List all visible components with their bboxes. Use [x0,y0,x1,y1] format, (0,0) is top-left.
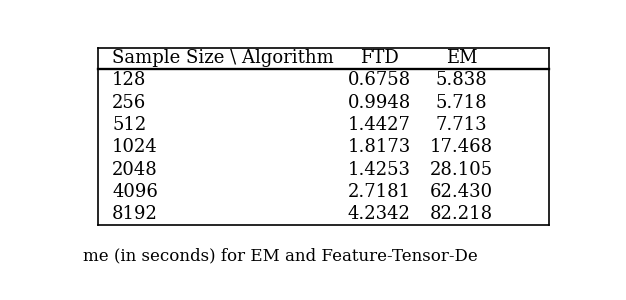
Text: 7.713: 7.713 [436,116,487,134]
Text: 0.9948: 0.9948 [347,94,411,112]
Text: 4096: 4096 [112,183,158,201]
Text: 2048: 2048 [112,160,158,178]
Text: 1024: 1024 [112,138,158,156]
Text: 17.468: 17.468 [430,138,493,156]
Text: 5.718: 5.718 [436,94,487,112]
Text: 28.105: 28.105 [430,160,493,178]
Text: 62.430: 62.430 [430,183,493,201]
Text: 512: 512 [112,116,146,134]
Text: 4.2342: 4.2342 [347,205,411,223]
Text: me (in seconds) for EM and Feature-Tensor-De: me (in seconds) for EM and Feature-Tenso… [83,248,478,265]
Text: EM: EM [446,49,477,67]
Text: 5.838: 5.838 [436,71,488,89]
Text: 0.6758: 0.6758 [347,71,411,89]
Text: 1.8173: 1.8173 [347,138,411,156]
Text: FTD: FTD [360,49,398,67]
Text: 1.4427: 1.4427 [347,116,411,134]
Text: 8192: 8192 [112,205,158,223]
Text: 2.7181: 2.7181 [347,183,411,201]
Text: 256: 256 [112,94,146,112]
Text: 82.218: 82.218 [430,205,493,223]
Text: 1.4253: 1.4253 [347,160,411,178]
Text: 128: 128 [112,71,146,89]
Text: Sample Size \ Algorithm: Sample Size \ Algorithm [112,49,334,67]
